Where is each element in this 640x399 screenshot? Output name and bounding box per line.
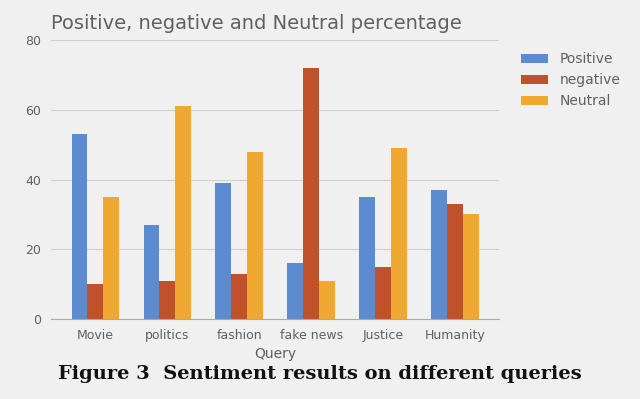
- Bar: [431, 190, 447, 319]
- Bar: [159, 281, 175, 319]
- Bar: [463, 215, 479, 319]
- X-axis label: Query: Query: [254, 348, 296, 361]
- Bar: [231, 274, 247, 319]
- Bar: [175, 106, 191, 319]
- Bar: [391, 148, 407, 319]
- Text: Positive, negative and Neutral percentage: Positive, negative and Neutral percentag…: [51, 14, 462, 33]
- Bar: [88, 284, 103, 319]
- Bar: [247, 152, 263, 319]
- Bar: [319, 281, 335, 319]
- Bar: [303, 68, 319, 319]
- Text: Figure 3  Sentiment results on different queries: Figure 3 Sentiment results on different …: [58, 365, 582, 383]
- Bar: [103, 197, 119, 319]
- Bar: [447, 204, 463, 319]
- Bar: [143, 225, 159, 319]
- Bar: [216, 183, 231, 319]
- Bar: [375, 267, 391, 319]
- Bar: [287, 263, 303, 319]
- Legend: Positive, negative, Neutral: Positive, negative, Neutral: [515, 47, 626, 114]
- Bar: [72, 134, 88, 319]
- Bar: [360, 197, 375, 319]
